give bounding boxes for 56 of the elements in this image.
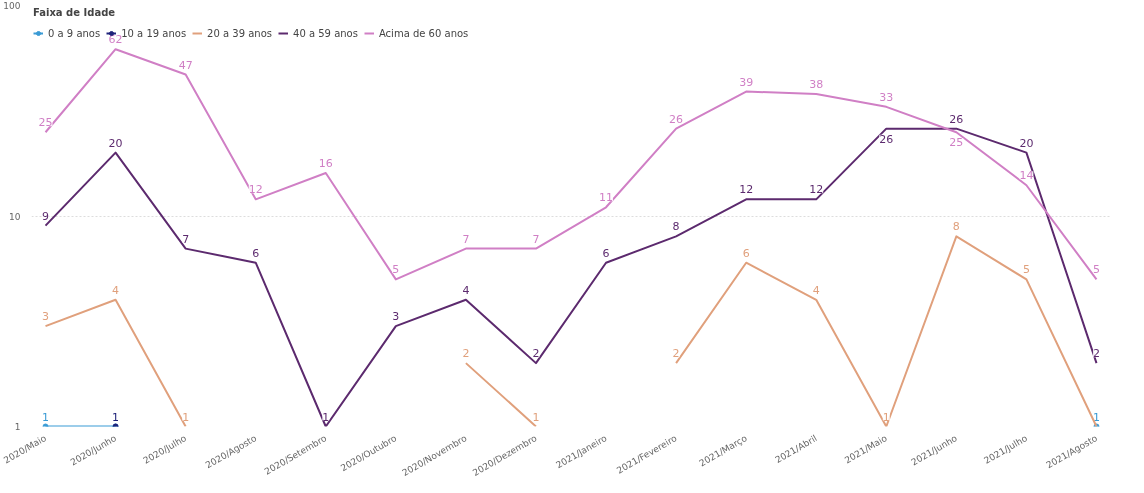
- data-label: 38: [809, 77, 824, 91]
- data-label: 3: [392, 310, 400, 324]
- data-label: 6: [252, 246, 260, 260]
- data-label: 12: [739, 183, 754, 197]
- data-label: 14: [1019, 169, 1034, 183]
- data-label: 26: [949, 112, 964, 126]
- data-label: 11: [599, 191, 614, 205]
- data-label: 1: [882, 410, 890, 424]
- data-label: 39: [739, 75, 754, 89]
- data-label: 8: [672, 220, 680, 234]
- data-label: 6: [742, 246, 750, 260]
- data-label: 1: [322, 410, 330, 424]
- legend-label: 40 a 59 anos: [293, 27, 358, 39]
- data-label: 2: [462, 347, 470, 361]
- data-label: 7: [532, 232, 540, 246]
- data-label: 20: [108, 136, 123, 150]
- data-label: 5: [392, 263, 400, 277]
- legend-title: Faixa de Idade: [33, 7, 117, 18]
- data-label: 1: [1092, 410, 1100, 424]
- data-label: 7: [462, 232, 470, 246]
- legend-label: Acima de 60 anos: [378, 27, 469, 39]
- line-series: [44, 127, 1098, 427]
- data-label: 4: [812, 283, 820, 297]
- data-label: 62: [108, 33, 123, 47]
- legend-label: 20 a 39 anos: [207, 27, 273, 39]
- data-label: 12: [809, 183, 824, 197]
- data-label: 3: [42, 310, 50, 324]
- data-label: 2: [532, 347, 540, 361]
- data-label: 1: [182, 410, 190, 424]
- data-label: 25: [38, 116, 53, 130]
- data-label: 8: [952, 220, 960, 234]
- legend-label: 0 a 9 anos: [48, 27, 101, 39]
- data-label: 7: [182, 232, 190, 246]
- y-tick-label: 10: [9, 211, 21, 222]
- data-label: 6: [602, 246, 610, 260]
- data-label: 25: [949, 136, 964, 150]
- data-label: 5: [1022, 263, 1030, 277]
- data-label: 2: [672, 347, 680, 361]
- data-label: 26: [879, 132, 894, 146]
- data-label: 1: [532, 410, 540, 424]
- data-label: 5: [1092, 263, 1100, 277]
- data-label: 1: [42, 410, 50, 424]
- data-label: 4: [112, 283, 120, 297]
- y-tick-label: 100: [3, 1, 21, 11]
- data-label: 1: [112, 410, 120, 424]
- legend-label: 10 a 19 anos: [121, 27, 187, 39]
- data-label: 12: [248, 183, 263, 197]
- data-label: 47: [178, 58, 193, 72]
- data-label: 20: [1019, 136, 1034, 150]
- data-label: 33: [879, 90, 894, 104]
- y-tick-label: 1: [14, 422, 21, 432]
- data-label: 2: [1092, 347, 1100, 361]
- data-label: 16: [318, 157, 333, 171]
- data-label: 9: [42, 209, 50, 223]
- data-label: 4: [462, 283, 470, 297]
- data-label: 26: [669, 112, 684, 126]
